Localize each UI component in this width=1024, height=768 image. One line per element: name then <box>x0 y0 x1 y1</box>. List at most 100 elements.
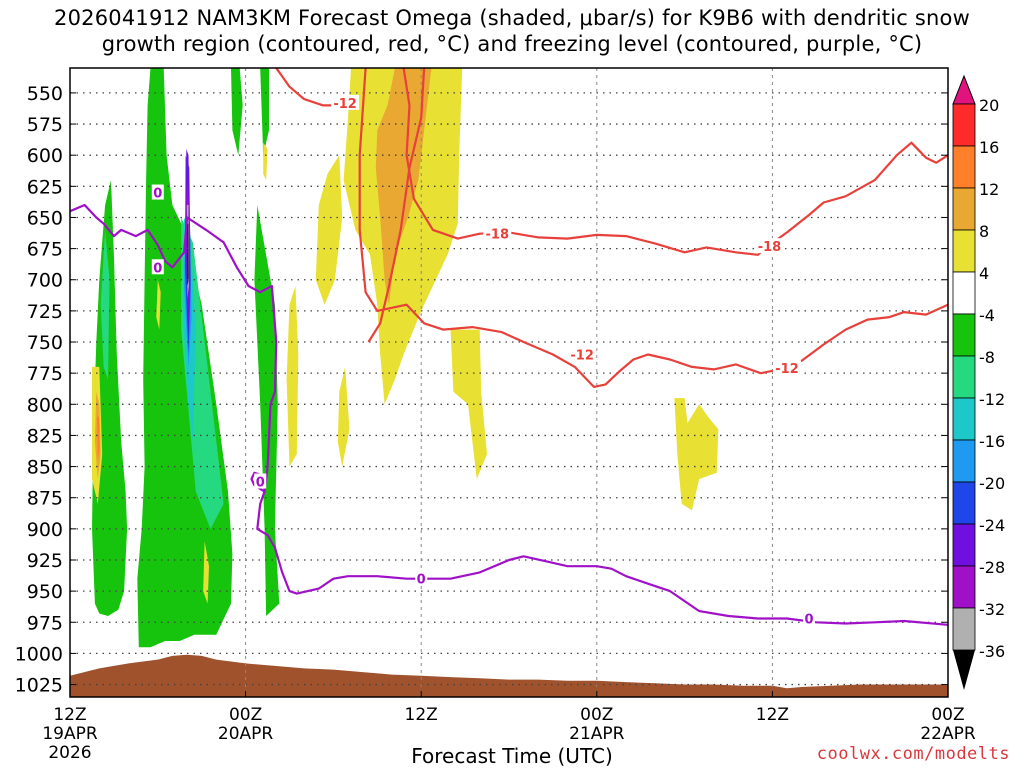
colorbar-label-6: -8 <box>979 348 995 367</box>
dgz-contour-line-1 <box>402 68 948 256</box>
y-tick-label-3: 625 <box>27 176 63 198</box>
x-tick-label-3-0: 00Z <box>580 705 613 725</box>
y-tick-label-4: 650 <box>27 207 63 229</box>
colorbar-swatch-4 <box>952 271 976 315</box>
y-tick-label-2: 600 <box>27 145 63 167</box>
omega-shade-26 <box>97 416 100 461</box>
colorbar-label-2: 12 <box>979 180 999 199</box>
dgz-contour-label-bg-1-1 <box>755 238 784 254</box>
colorbar-swatch-10 <box>952 523 976 567</box>
colorbar-top-arrow <box>952 74 976 105</box>
x-tick-label-0-1: 19APR <box>42 724 98 744</box>
freezing-contour-label-bg-1-0 <box>254 473 267 489</box>
x-tick-label-5-0: 00Z <box>931 705 964 725</box>
omega-shade-19 <box>674 398 719 511</box>
omega-shade-17 <box>337 366 350 467</box>
x-tick-label-0-2: 2026 <box>48 743 91 763</box>
y-tick-label-9: 775 <box>27 363 63 385</box>
dgz-contour-label-1-0: -18 <box>486 228 510 243</box>
x-axis-label: Forecast Time (UTC) <box>411 744 613 768</box>
dgz-contour-label-2-0: -12 <box>570 348 594 363</box>
y-tick-label-18: 1000 <box>15 643 63 665</box>
colorbar-label-9: -20 <box>979 474 1005 493</box>
colorbar-bottom-arrow <box>953 650 975 690</box>
y-tick-label-16: 950 <box>27 581 63 603</box>
freezing-contour-label-bg-0-0 <box>151 259 164 275</box>
y-tick-label-8: 750 <box>27 332 63 354</box>
y-tick-label-5: 675 <box>27 239 63 261</box>
y-tick-label-15: 925 <box>27 550 63 572</box>
freezing-contour-label-0-1: 0 <box>417 573 426 588</box>
y-tick-label-7: 725 <box>27 301 63 323</box>
omega-shade-14 <box>343 68 463 405</box>
freezing-contour-line-0 <box>70 203 948 626</box>
omega-shade-24 <box>375 68 432 305</box>
omega-shade-3 <box>231 68 243 156</box>
colorbar-swatch-12 <box>952 607 976 651</box>
y-tick-label-6: 700 <box>27 270 63 292</box>
x-tick-label-1-0: 00Z <box>229 705 262 725</box>
colorbar-label-5: -4 <box>979 306 995 325</box>
colorbar-swatch-11 <box>952 565 976 609</box>
omega-shade-21 <box>203 541 209 604</box>
y-tick-label-17: 975 <box>27 612 63 634</box>
colorbar-label-4: 4 <box>979 264 989 283</box>
y-tick-label-0: 550 <box>27 83 63 105</box>
colorbar-swatch-0 <box>952 103 976 147</box>
dgz-contour-label-bg-0-0 <box>331 94 360 110</box>
omega-shade-0 <box>92 180 128 616</box>
freezing-contour-label-bg-0-2 <box>802 610 815 626</box>
y-tick-label-19: 1025 <box>15 675 63 697</box>
freezing-contour-label-bg-0-3 <box>151 184 164 200</box>
omega-shade-22 <box>156 279 161 330</box>
chart-title-line-2: growth region (contoured, red, °C) and f… <box>101 32 923 56</box>
y-tick-label-12: 850 <box>27 457 63 479</box>
colorbar-swatch-6 <box>952 355 976 399</box>
colorbar-label-11: -28 <box>979 558 1005 577</box>
terrain-fill <box>70 654 948 697</box>
colorbar-label-8: -16 <box>979 432 1005 451</box>
dgz-contour-label-0-0: -12 <box>333 97 357 112</box>
dgz-contour-label-bg-1-0 <box>483 225 512 241</box>
y-tick-label-10: 800 <box>27 394 63 416</box>
y-tick-label-1: 575 <box>27 114 63 136</box>
dgz-contour-label-2-1: -12 <box>775 362 799 377</box>
omega-shade-23 <box>263 142 268 181</box>
freezing-contour-label-bg-0-1 <box>415 570 428 586</box>
plot-frame <box>69 67 949 698</box>
dgz-contour-line-3 <box>367 68 426 343</box>
x-tick-label-3-1: 21APR <box>569 724 625 744</box>
freezing-contour-label-0-3: 0 <box>153 187 162 202</box>
colorbar-swatch-2 <box>952 187 976 231</box>
colorbar-swatch-1 <box>952 145 976 189</box>
omega-shade-4 <box>260 68 269 156</box>
colorbar-label-10: -24 <box>979 516 1005 535</box>
y-tick-label-14: 900 <box>27 519 63 541</box>
x-tick-label-5-1: 22APR <box>920 724 976 744</box>
colorbar-label-7: -12 <box>979 390 1005 409</box>
dgz-contour-label-bg-2-1 <box>773 360 802 376</box>
dgz-contour-line-2 <box>358 68 948 388</box>
omega-shade-18 <box>450 329 487 479</box>
colorbar-swatch-9 <box>952 481 976 525</box>
omega-shade-16 <box>286 286 299 467</box>
chart-title-line-1: 2026041912 NAM3KM Forecast Omega (shaded… <box>54 6 970 30</box>
x-tick-label-1-1: 20APR <box>218 724 274 744</box>
x-tick-label-0-0: 12Z <box>53 705 86 725</box>
dgz-contour-label-1-1: -18 <box>758 240 782 255</box>
colorbar-swatch-8 <box>952 439 976 483</box>
colorbar-swatch-5 <box>952 313 976 357</box>
x-tick-label-4-0: 12Z <box>756 705 789 725</box>
dgz-contour-label-bg-2-0 <box>568 346 597 362</box>
freezing-contour-label-0-0: 0 <box>153 261 162 276</box>
credit-text: coolwx.com/modelts <box>816 744 1010 764</box>
y-tick-label-13: 875 <box>27 488 63 510</box>
colorbar-label-1: 16 <box>979 138 999 157</box>
colorbar-label-13: -36 <box>979 642 1005 661</box>
colorbar-label-12: -32 <box>979 600 1005 619</box>
colorbar-label-0: 20 <box>979 96 999 115</box>
x-tick-label-2-0: 12Z <box>405 705 438 725</box>
omega-shade-15 <box>315 155 343 305</box>
dgz-contour-line-0 <box>275 68 337 107</box>
